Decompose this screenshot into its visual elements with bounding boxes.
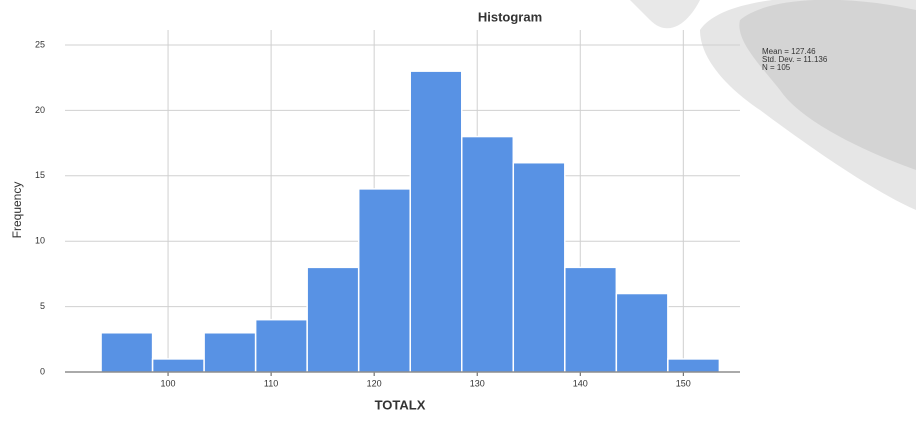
bar <box>409 70 463 373</box>
bar <box>357 188 411 373</box>
x-tick-label: 100 <box>161 378 176 388</box>
x-tick-label: 130 <box>470 378 485 388</box>
bar <box>512 161 566 373</box>
x-tick-label: 110 <box>264 378 278 388</box>
y-tick-label: 5 <box>40 301 45 311</box>
bar <box>306 266 360 373</box>
y-tick-label: 25 <box>35 39 45 49</box>
y-tick-label: 20 <box>35 105 45 115</box>
bar <box>254 318 308 373</box>
bar <box>100 332 154 373</box>
bar <box>203 332 257 373</box>
x-tick-label: 120 <box>367 378 382 388</box>
y-axis-label: Frequency <box>10 182 24 239</box>
bar <box>461 135 515 373</box>
stats-annotation: N = 105 <box>762 63 791 72</box>
x-axis-label: TOTALX <box>375 397 426 412</box>
bar <box>667 358 721 373</box>
bar <box>564 266 618 373</box>
bar <box>615 292 669 373</box>
background-decoration <box>630 0 916 210</box>
stats-annotation: Mean = 127.46 <box>762 47 816 56</box>
y-tick-label: 15 <box>35 170 45 180</box>
x-tick-label: 140 <box>573 378 588 388</box>
chart-title: Histogram <box>478 9 542 24</box>
x-tick-label: 150 <box>676 378 691 388</box>
y-tick-label: 0 <box>40 366 45 376</box>
bar <box>151 358 205 373</box>
stats-annotation: Std. Dev. = 11.136 <box>762 55 828 64</box>
y-tick-label: 10 <box>35 236 45 246</box>
